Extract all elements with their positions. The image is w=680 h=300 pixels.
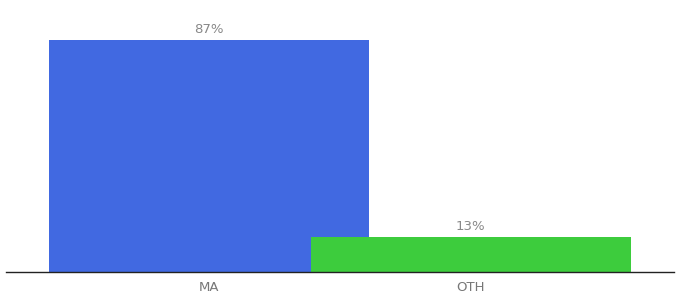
Text: 13%: 13% bbox=[456, 220, 486, 233]
Bar bbox=[311, 237, 631, 272]
Bar bbox=[49, 40, 369, 272]
Text: 87%: 87% bbox=[194, 23, 224, 36]
